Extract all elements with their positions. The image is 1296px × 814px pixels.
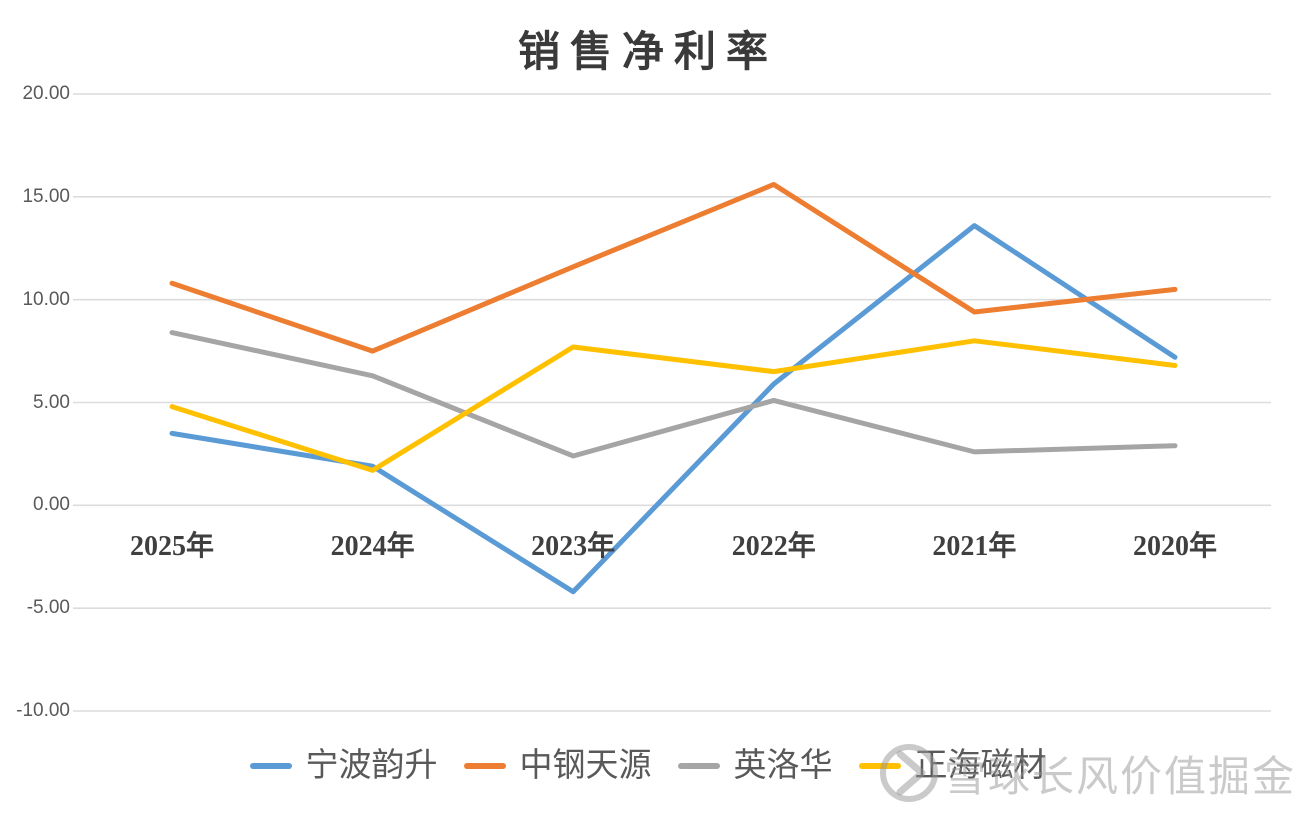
legend: 宁波韵升 中钢天源 英洛华 正海磁材: [0, 746, 1296, 786]
legend-marker-icon: [463, 763, 506, 769]
x-tick-label: 2025年: [129, 531, 214, 562]
legend-label: 宁波韵升: [305, 748, 438, 784]
legend-item-中钢天源: 中钢天源: [463, 746, 652, 786]
legend-marker-icon: [858, 763, 901, 769]
legend-label: 正海磁材: [914, 748, 1047, 784]
x-tick-label: 2022年: [731, 531, 816, 562]
x-tick-label: 2021年: [932, 531, 1017, 562]
legend-label: 中钢天源: [519, 748, 652, 784]
legend-marker-icon: [249, 763, 292, 769]
y-tick-label: 15.00: [22, 185, 70, 207]
series-line-正海磁材: [169, 338, 1178, 473]
legend-item-宁波韵升: 宁波韵升: [249, 746, 438, 786]
legend-item-英洛华: 英洛华: [677, 746, 833, 786]
x-tick-label: 2024年: [330, 531, 415, 562]
y-tick-label: -5.00: [26, 597, 70, 619]
legend-item-正海磁材: 正海磁材: [858, 746, 1047, 786]
y-tick-label: -10.00: [16, 700, 70, 721]
y-tick-label: 5.00: [33, 391, 70, 413]
legend-label: 英洛华: [733, 748, 833, 784]
legend-marker-icon: [677, 763, 720, 769]
y-tick-label: 20.00: [22, 83, 70, 104]
series-line-英洛华: [169, 330, 1178, 459]
chart-title: 销售净利率: [517, 30, 778, 76]
series-line-中钢天源: [169, 181, 1178, 354]
y-tick-label: 0.00: [33, 494, 70, 516]
x-tick-label: 2020年: [1132, 531, 1217, 562]
x-tick-label: 2023年: [531, 531, 616, 562]
y-tick-label: 10.00: [22, 288, 70, 310]
